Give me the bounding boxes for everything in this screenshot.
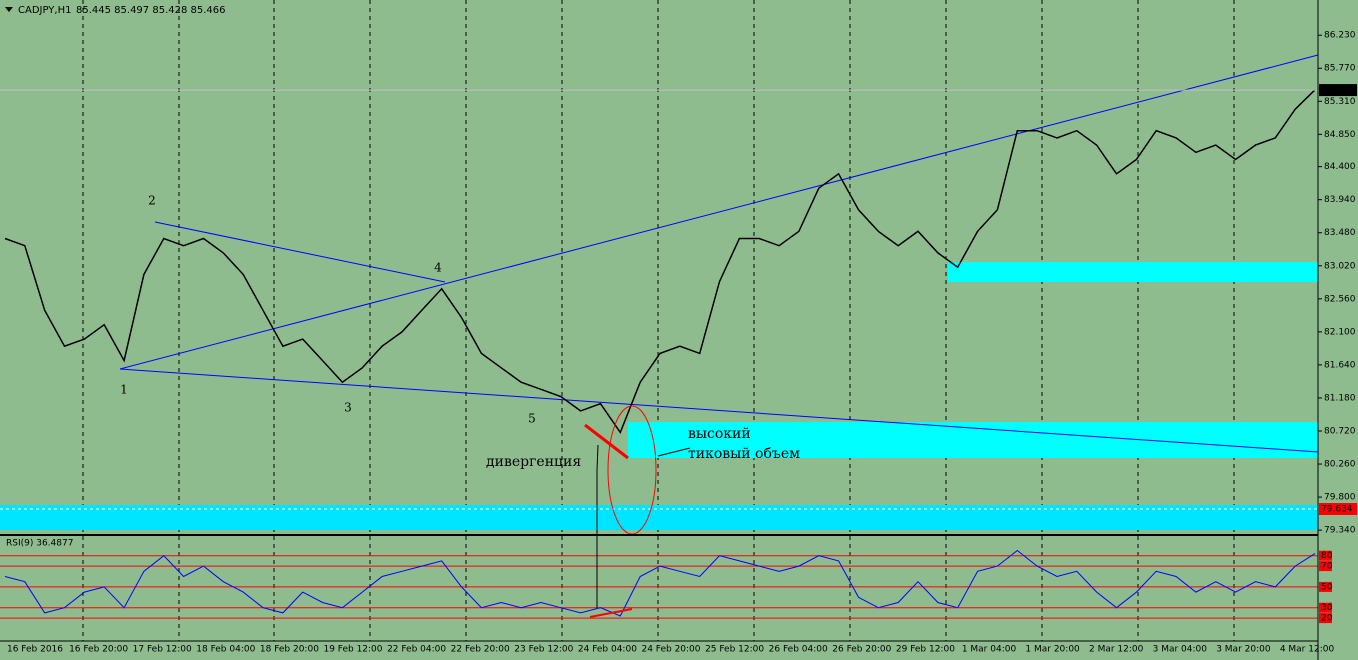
annotation: дивергенция: [486, 454, 581, 470]
y-tick-label: 50: [1321, 582, 1333, 592]
x-tick-label: 17 Feb 12:00: [133, 645, 192, 655]
y-tick-label: 79.800: [1324, 493, 1356, 503]
y-tick-label: 86.230: [1324, 31, 1356, 41]
x-tick-label: 3 Mar 20:00: [1216, 645, 1271, 655]
plot: 86.230 85.770 85.310 84.850 84.400 83.940 83.4…: [0, 31, 1357, 655]
level-box: [1319, 550, 1332, 561]
y-tick-label: 80.260: [1324, 460, 1356, 470]
rsi-line: [4, 549, 1316, 617]
y-tick-label: 79.340: [1324, 526, 1356, 536]
y-tick-label: 84.850: [1324, 130, 1356, 140]
y-tick-label: 82.560: [1324, 294, 1356, 304]
annotation: тиковый объем: [688, 446, 800, 462]
y-tick-label: 80.720: [1324, 426, 1356, 436]
x-tick-label: 24 Feb 04:00: [578, 645, 637, 655]
connector: [596, 444, 599, 608]
x-tick-label: 29 Feb 12:00: [896, 645, 955, 655]
y-tick-label: 81.180: [1324, 393, 1356, 403]
trend-lines: [119, 54, 1319, 453]
annotation: 4: [434, 261, 442, 275]
level-box: [1319, 613, 1332, 624]
y-tick-label: 80: [1321, 551, 1333, 561]
annotation: высокий: [688, 426, 751, 442]
volume-level-box: [1319, 503, 1357, 516]
x-tick-label: 25 Feb 12:00: [705, 645, 764, 655]
y-tick-label: 70: [1321, 562, 1333, 572]
x-tick-label: 16 Feb 20:00: [69, 645, 128, 655]
y-tick-label: 85.770: [1324, 64, 1356, 74]
volume-band: [0, 505, 1318, 530]
callout: [657, 447, 691, 457]
y-tick-label: 83.940: [1324, 195, 1356, 205]
x-tick-label: 22 Feb 04:00: [387, 645, 446, 655]
y-tick-label: 83.480: [1324, 228, 1356, 238]
x-tick-label: 1 Mar 04:00: [962, 645, 1017, 655]
day-separators: [82, 0, 1235, 641]
x-tick-label: 23 Feb 12:00: [514, 645, 573, 655]
price-line: [4, 89, 1316, 434]
x-tick-label: 2 Mar 12:00: [1089, 645, 1144, 655]
divergence-line: [584, 423, 629, 460]
x-tick-label: 26 Feb 04:00: [769, 645, 828, 655]
y-tick-label: 83.020: [1324, 261, 1356, 271]
y-tick-label: 30: [1321, 603, 1333, 613]
y-tick-label: 84.400: [1324, 162, 1356, 172]
ohlc: 85.445 85.497 85.428 85.466: [76, 5, 226, 16]
annotation: 2: [148, 194, 156, 208]
indicator-title: RSI(9) 36.4877: [6, 539, 73, 549]
last-price-label: 85.466: [1321, 86, 1353, 96]
y-tick-label: 81.640: [1324, 360, 1356, 370]
x-tick-label: 19 Feb 12:00: [323, 645, 382, 655]
y-tick-label: 82.100: [1324, 327, 1356, 337]
x-tick-label: 18 Feb 20:00: [260, 645, 319, 655]
annotation: 1: [120, 383, 128, 397]
y-tick-label: 85.310: [1324, 97, 1356, 107]
zone: [948, 262, 1318, 282]
annotation: 3: [344, 401, 352, 415]
x-tick-label: 26 Feb 20:00: [832, 645, 891, 655]
volume-level-label: 79.634: [1321, 505, 1353, 515]
x-tick-label: 16 Feb 2016: [7, 645, 63, 655]
x-tick-label: 18 Feb 04:00: [196, 645, 255, 655]
y-tick-label: 20: [1321, 614, 1333, 624]
x-tick-label: 3 Mar 04:00: [1153, 645, 1208, 655]
annotation: 5: [528, 412, 536, 426]
level-box: [1319, 602, 1332, 613]
symbol-icon: [5, 7, 13, 12]
level-box: [1319, 561, 1332, 572]
divergence-line: [589, 608, 633, 618]
x-tick-label: 1 Mar 20:00: [1025, 645, 1080, 655]
x-tick-label: 22 Feb 20:00: [451, 645, 510, 655]
last-price-box: [1319, 84, 1357, 97]
level-box: [1319, 581, 1332, 592]
x-tick-label: 24 Feb 20:00: [641, 645, 700, 655]
x-tick-label: 4 Mar 12:00: [1280, 645, 1335, 655]
symbol: CADJPY,H1: [18, 5, 71, 16]
